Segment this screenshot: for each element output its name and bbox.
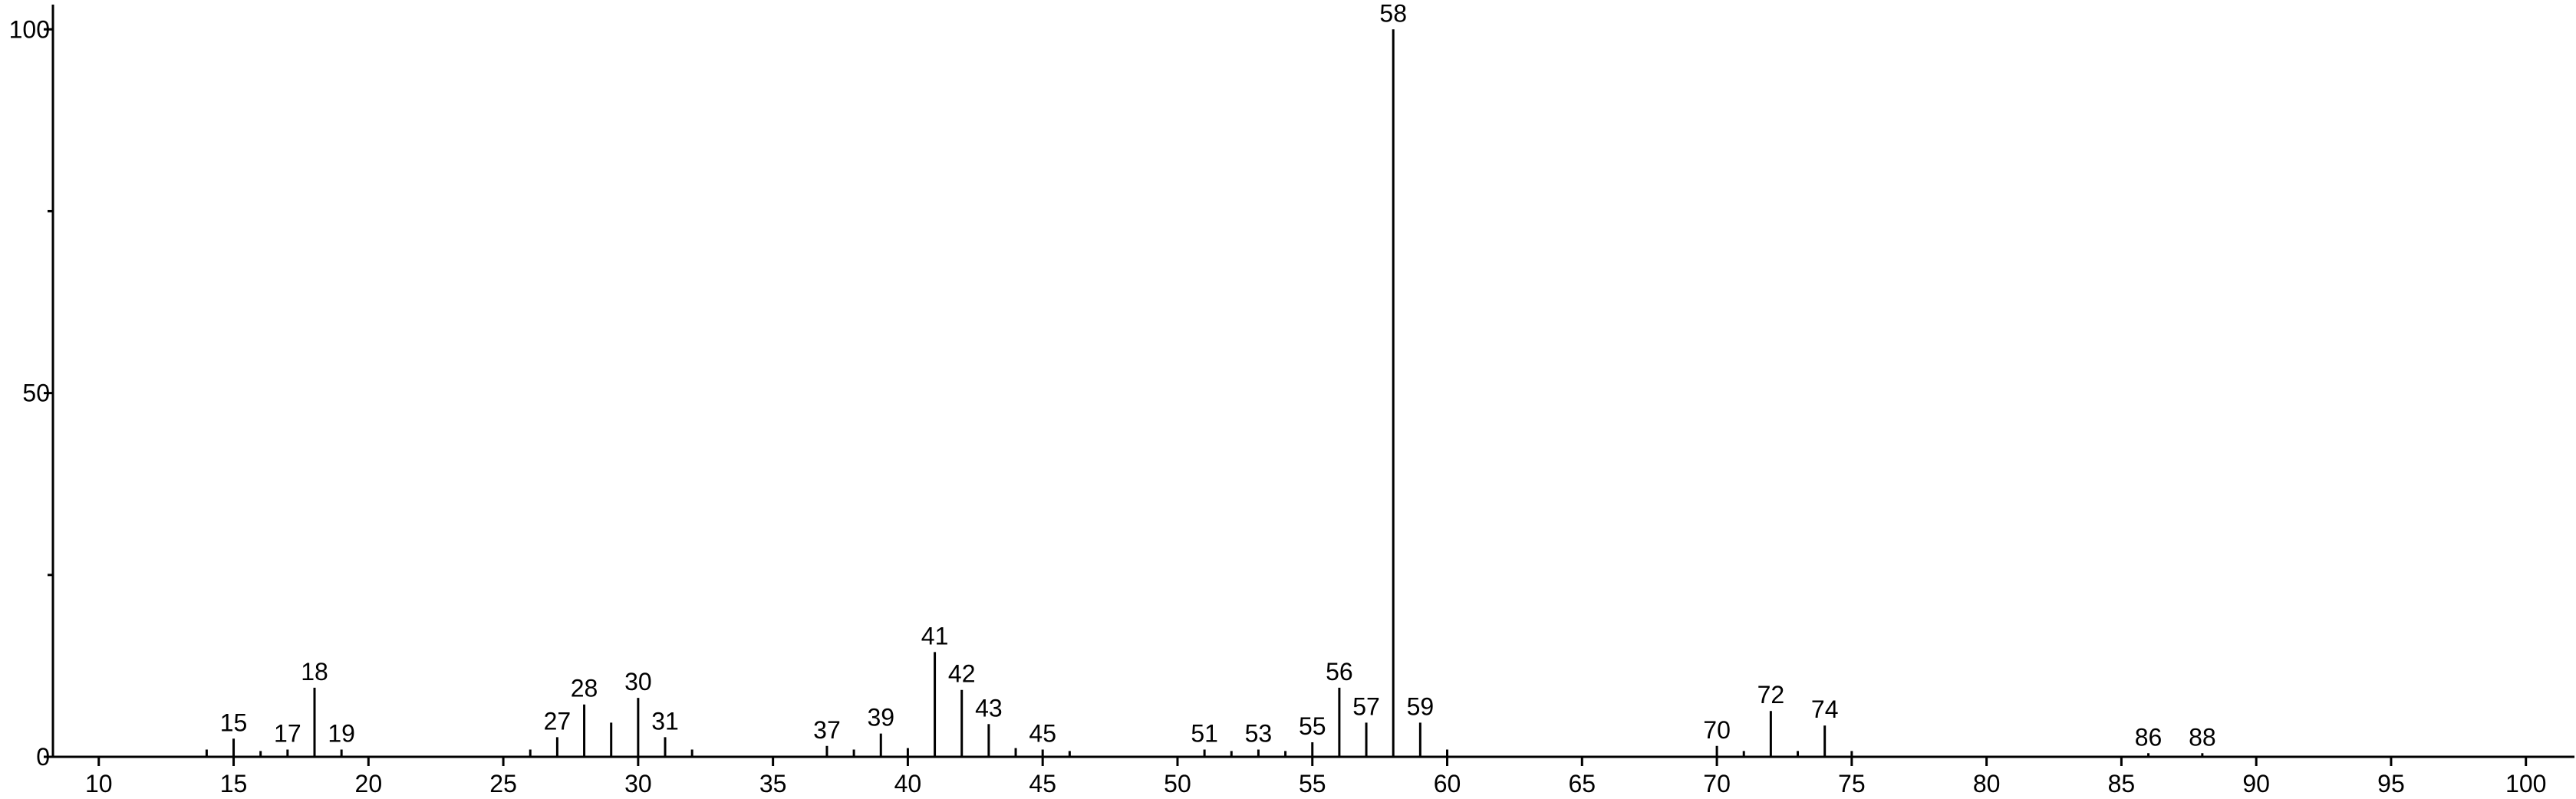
peak-label: 56	[1326, 658, 1353, 686]
x-tick-label: 85	[2108, 770, 2136, 797]
peak-label: 42	[948, 660, 976, 688]
peak-label: 27	[544, 707, 572, 735]
x-tick-label: 95	[2377, 770, 2405, 797]
x-tick-label: 55	[1299, 770, 1326, 797]
peak-label: 55	[1299, 712, 1326, 740]
x-tick-label: 60	[1434, 770, 1461, 797]
peak-label: 43	[975, 694, 1003, 722]
peak-label: 72	[1757, 681, 1785, 709]
peak-label: 74	[1811, 695, 1839, 723]
peak-label: 39	[867, 704, 894, 732]
x-tick-label: 45	[1029, 770, 1056, 797]
peak-label: 15	[220, 709, 248, 736]
y-tick-label: 50	[22, 380, 50, 407]
peak-label: 59	[1407, 692, 1435, 720]
peak-label: 28	[571, 675, 598, 702]
x-tick-label: 50	[1164, 770, 1191, 797]
peak-label: 51	[1191, 720, 1218, 748]
peak-label: 18	[301, 658, 328, 686]
peak-label: 45	[1029, 720, 1056, 748]
peak-label: 58	[1379, 0, 1407, 27]
x-tick-label: 15	[220, 770, 248, 797]
peak-label: 30	[624, 668, 652, 695]
peak-label: 70	[1703, 716, 1731, 744]
peak-label: 37	[813, 716, 841, 744]
x-tick-label: 75	[1838, 770, 1866, 797]
peak-label: 53	[1245, 720, 1273, 748]
x-tick-label: 20	[355, 770, 383, 797]
x-tick-label: 30	[624, 770, 652, 797]
x-tick-label: 80	[1973, 770, 2001, 797]
peak-label: 31	[651, 707, 679, 735]
x-tick-label: 90	[2242, 770, 2270, 797]
x-tick-label: 40	[894, 770, 922, 797]
x-tick-label: 70	[1703, 770, 1731, 797]
x-tick-label: 65	[1568, 770, 1596, 797]
peak-label: 19	[328, 720, 355, 748]
peak-label: 17	[274, 720, 301, 748]
y-tick-label: 100	[9, 15, 50, 43]
peak-label: 88	[2189, 723, 2216, 751]
peak-label: 86	[2135, 723, 2163, 751]
x-tick-label: 35	[759, 770, 787, 797]
peak-label: 57	[1352, 692, 1380, 720]
peak-label: 41	[921, 622, 949, 649]
x-tick-label: 10	[85, 770, 113, 797]
y-tick-label: 0	[36, 743, 50, 771]
x-tick-label: 100	[2505, 770, 2546, 797]
x-tick-label: 25	[489, 770, 517, 797]
